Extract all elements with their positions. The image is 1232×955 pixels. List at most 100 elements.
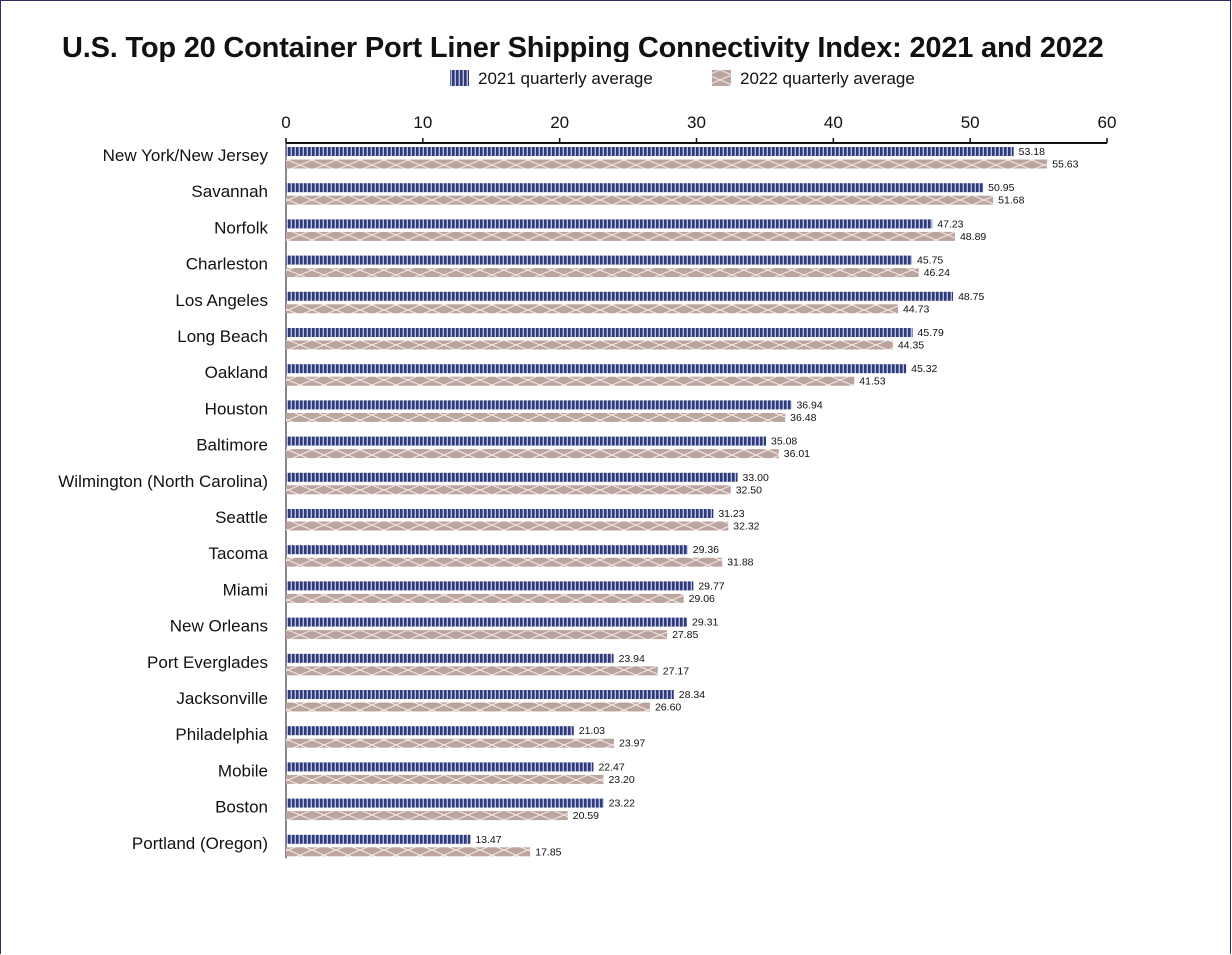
bar-2021: [286, 726, 574, 736]
bar-value-label-2021: 13.47: [475, 834, 501, 846]
bar-2022: [286, 811, 568, 821]
bar-value-label-2022: 27.85: [672, 629, 698, 641]
bar-2021: [286, 328, 913, 337]
bar-2022: [286, 593, 684, 603]
bar-value-label-2022: 26.60: [655, 702, 681, 714]
bar-2022: [286, 630, 668, 640]
bar-value-label-2021: 22.47: [598, 761, 624, 773]
category-labels: New York/New Jersey Savannah Norfolk Charle…: [58, 146, 268, 853]
bar-value-label-2022: 23.97: [619, 738, 645, 750]
x-tick-label: 10: [413, 113, 432, 132]
bar-2021: [286, 617, 688, 627]
bar-value-label-2021: 23.94: [619, 653, 645, 665]
bar-2022: [286, 521, 729, 531]
bar-value-label-2021: 45.75: [917, 255, 943, 267]
bar-2022: [286, 195, 994, 205]
bar-value-label-2022: 48.89: [960, 231, 986, 243]
bar-value-label-2021: 23.22: [609, 798, 635, 810]
bar-value-label-2022: 27.17: [663, 665, 689, 677]
bar-value-label-2021: 47.23: [937, 218, 963, 230]
bar-value-label-2021: 31.23: [718, 508, 744, 520]
category-label: Los Angeles: [175, 291, 268, 310]
bar-value-label-2022: 44.73: [903, 303, 929, 315]
bar-2021: [286, 255, 913, 265]
bar-value-label-2022: 44.35: [898, 340, 924, 352]
bar-2022: [286, 774, 604, 784]
bar-value-label-2022: 31.88: [727, 557, 753, 569]
bar-value-label-2021: 36.94: [796, 399, 822, 411]
bar-2022: [286, 738, 614, 748]
bar-2022: [286, 702, 650, 712]
category-label: Wilmington (North Carolina): [58, 472, 268, 491]
bar-2022: [286, 304, 899, 314]
category-label: Baltimore: [196, 436, 268, 455]
legend-label-2: 2022 quarterly average: [740, 69, 915, 88]
bar-2022: [286, 666, 658, 676]
bar-value-label-2021: 21.03: [579, 725, 605, 737]
bar-2021: [286, 545, 688, 555]
category-label: Miami: [223, 580, 268, 599]
category-label: Houston: [205, 399, 268, 418]
bar-2021: [286, 147, 1014, 156]
bar-2021: [286, 400, 792, 410]
bar-value-label-2021: 29.31: [692, 617, 718, 629]
category-label: Norfolk: [214, 218, 268, 237]
bar-2021: [286, 472, 738, 482]
bar-value-label-2022: 20.59: [573, 810, 599, 822]
bar-value-label-2022: 46.24: [924, 267, 950, 279]
bar-value-label-2021: 45.32: [911, 363, 937, 375]
x-tick-label: 60: [1098, 113, 1117, 132]
bar-value-label-2022: 23.20: [608, 774, 634, 786]
bar-value-label-2022: 55.63: [1052, 159, 1078, 171]
bar-2022: [286, 485, 731, 495]
legend-swatch-1: [450, 70, 469, 86]
bar-2022: [286, 557, 723, 567]
category-label: Philadelphia: [175, 725, 268, 744]
bar-2021: [286, 834, 471, 844]
bar-value-label-2022: 32.50: [736, 484, 762, 496]
category-label: Portland (Oregon): [132, 834, 268, 853]
category-label: Long Beach: [177, 327, 268, 346]
bar-value-label-2022: 41.53: [859, 376, 885, 388]
category-label: New Orleans: [170, 617, 268, 636]
bar-2022: [286, 376, 855, 386]
bar-2022: [286, 449, 779, 459]
chart-title: U.S. Top 20 Container Port Liner Shippin…: [62, 32, 1104, 62]
bar-value-label-2021: 45.79: [918, 327, 944, 339]
bar-2022: [286, 340, 893, 350]
bar-2022: [286, 231, 955, 241]
category-label: Tacoma: [208, 544, 268, 563]
bar-value-label-2021: 29.36: [693, 544, 719, 556]
bar-value-label-2022: 51.68: [998, 195, 1024, 207]
bar-2021: [286, 798, 604, 808]
bar-2022: [286, 847, 531, 857]
category-label: Port Everglades: [147, 653, 268, 672]
bar-2021: [286, 690, 674, 699]
category-label: Jacksonville: [176, 689, 268, 708]
category-label: New York/New Jersey: [103, 146, 269, 165]
category-label: Mobile: [218, 761, 268, 780]
bar-2022: [286, 268, 919, 278]
bar-2022: [286, 159, 1048, 169]
bar-value-label-2021: 50.95: [988, 182, 1014, 194]
bar-value-label-2021: 35.08: [771, 436, 797, 448]
bar-value-label-2022: 32.32: [733, 521, 759, 533]
legend: 2021 quarterly average 2022 quarterly ave…: [450, 69, 915, 88]
bar-value-label-2022: 17.85: [535, 846, 561, 858]
category-label: Oakland: [205, 363, 268, 382]
bar-2021: [286, 581, 694, 591]
bar-value-label-2021: 53.18: [1019, 146, 1045, 158]
bar-2021: [286, 291, 954, 301]
bar-2021: [286, 762, 594, 772]
bar-2021: [286, 653, 614, 663]
x-tick-label: 30: [687, 113, 706, 132]
bar-value-label-2021: 28.34: [679, 689, 705, 701]
x-tick-label: 20: [550, 113, 569, 132]
bar-value-label-2022: 36.48: [790, 412, 816, 424]
bar-2021: [286, 436, 767, 446]
category-label: Savannah: [191, 182, 268, 201]
bar-value-label-2021: 29.77: [698, 580, 724, 592]
